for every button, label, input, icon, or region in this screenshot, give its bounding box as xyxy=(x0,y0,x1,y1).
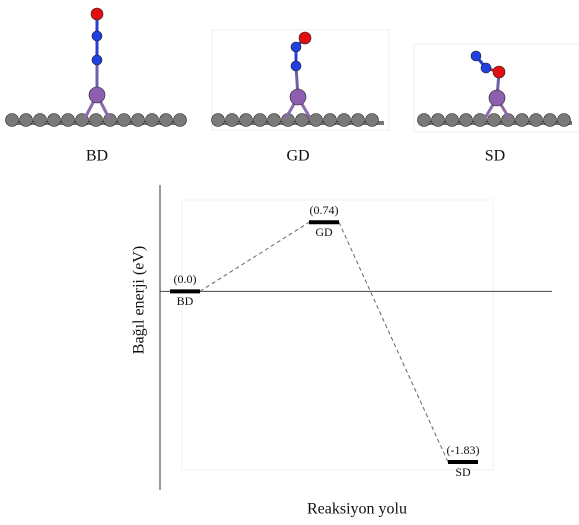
atom xyxy=(6,114,19,127)
atom xyxy=(254,114,267,127)
atom xyxy=(418,114,431,127)
atom xyxy=(20,114,33,127)
atom xyxy=(212,114,225,127)
atom xyxy=(90,114,103,127)
structure-caption: SD xyxy=(485,148,505,165)
figure: BD GD SD Bağıl enerji (eV) Reaksiyon yol… xyxy=(0,0,579,525)
atom xyxy=(474,114,487,127)
atom xyxy=(488,114,501,127)
atom xyxy=(92,55,102,65)
atom xyxy=(34,114,47,127)
level-label: BD xyxy=(177,294,194,308)
atom xyxy=(352,114,365,127)
x-axis-label: Reaksiyon yolu xyxy=(307,501,407,518)
atom xyxy=(481,63,491,73)
atom xyxy=(516,114,529,127)
atom xyxy=(48,114,61,127)
atom xyxy=(104,114,117,127)
atom xyxy=(89,87,105,103)
atom xyxy=(493,66,505,78)
y-axis-label: Bağıl enerji (eV) xyxy=(131,246,148,354)
atom xyxy=(446,114,459,127)
level-label: SD xyxy=(455,465,471,479)
value-label: (0.0) xyxy=(174,272,197,286)
atom xyxy=(290,89,306,105)
connector xyxy=(339,222,448,462)
atom xyxy=(432,114,445,127)
structure-caption: BD xyxy=(86,148,108,165)
atom xyxy=(338,114,351,127)
atom xyxy=(174,114,187,127)
atom xyxy=(226,114,239,127)
atom xyxy=(530,114,543,127)
atom xyxy=(460,114,473,127)
atom xyxy=(296,114,309,127)
atom xyxy=(489,90,505,106)
atom xyxy=(118,114,131,127)
atom xyxy=(291,42,301,52)
atom xyxy=(91,8,103,20)
atom xyxy=(146,114,159,127)
atom xyxy=(240,114,253,127)
atom xyxy=(324,114,337,127)
atom xyxy=(92,31,102,41)
connector xyxy=(200,222,309,291)
atom xyxy=(268,114,281,127)
atom xyxy=(471,51,481,61)
plot-frame xyxy=(182,200,493,470)
atom xyxy=(132,114,145,127)
atom xyxy=(310,114,323,127)
value-label: (0.74) xyxy=(310,203,339,217)
value-label: (-1.83) xyxy=(447,443,480,457)
atom xyxy=(291,61,301,71)
atom xyxy=(160,114,173,127)
atom xyxy=(366,114,379,127)
atom xyxy=(558,114,571,127)
atom xyxy=(544,114,557,127)
structure-caption: GD xyxy=(286,148,309,165)
structures xyxy=(6,8,579,132)
atom xyxy=(299,32,311,44)
level-label: GD xyxy=(315,225,333,239)
atom xyxy=(62,114,75,127)
